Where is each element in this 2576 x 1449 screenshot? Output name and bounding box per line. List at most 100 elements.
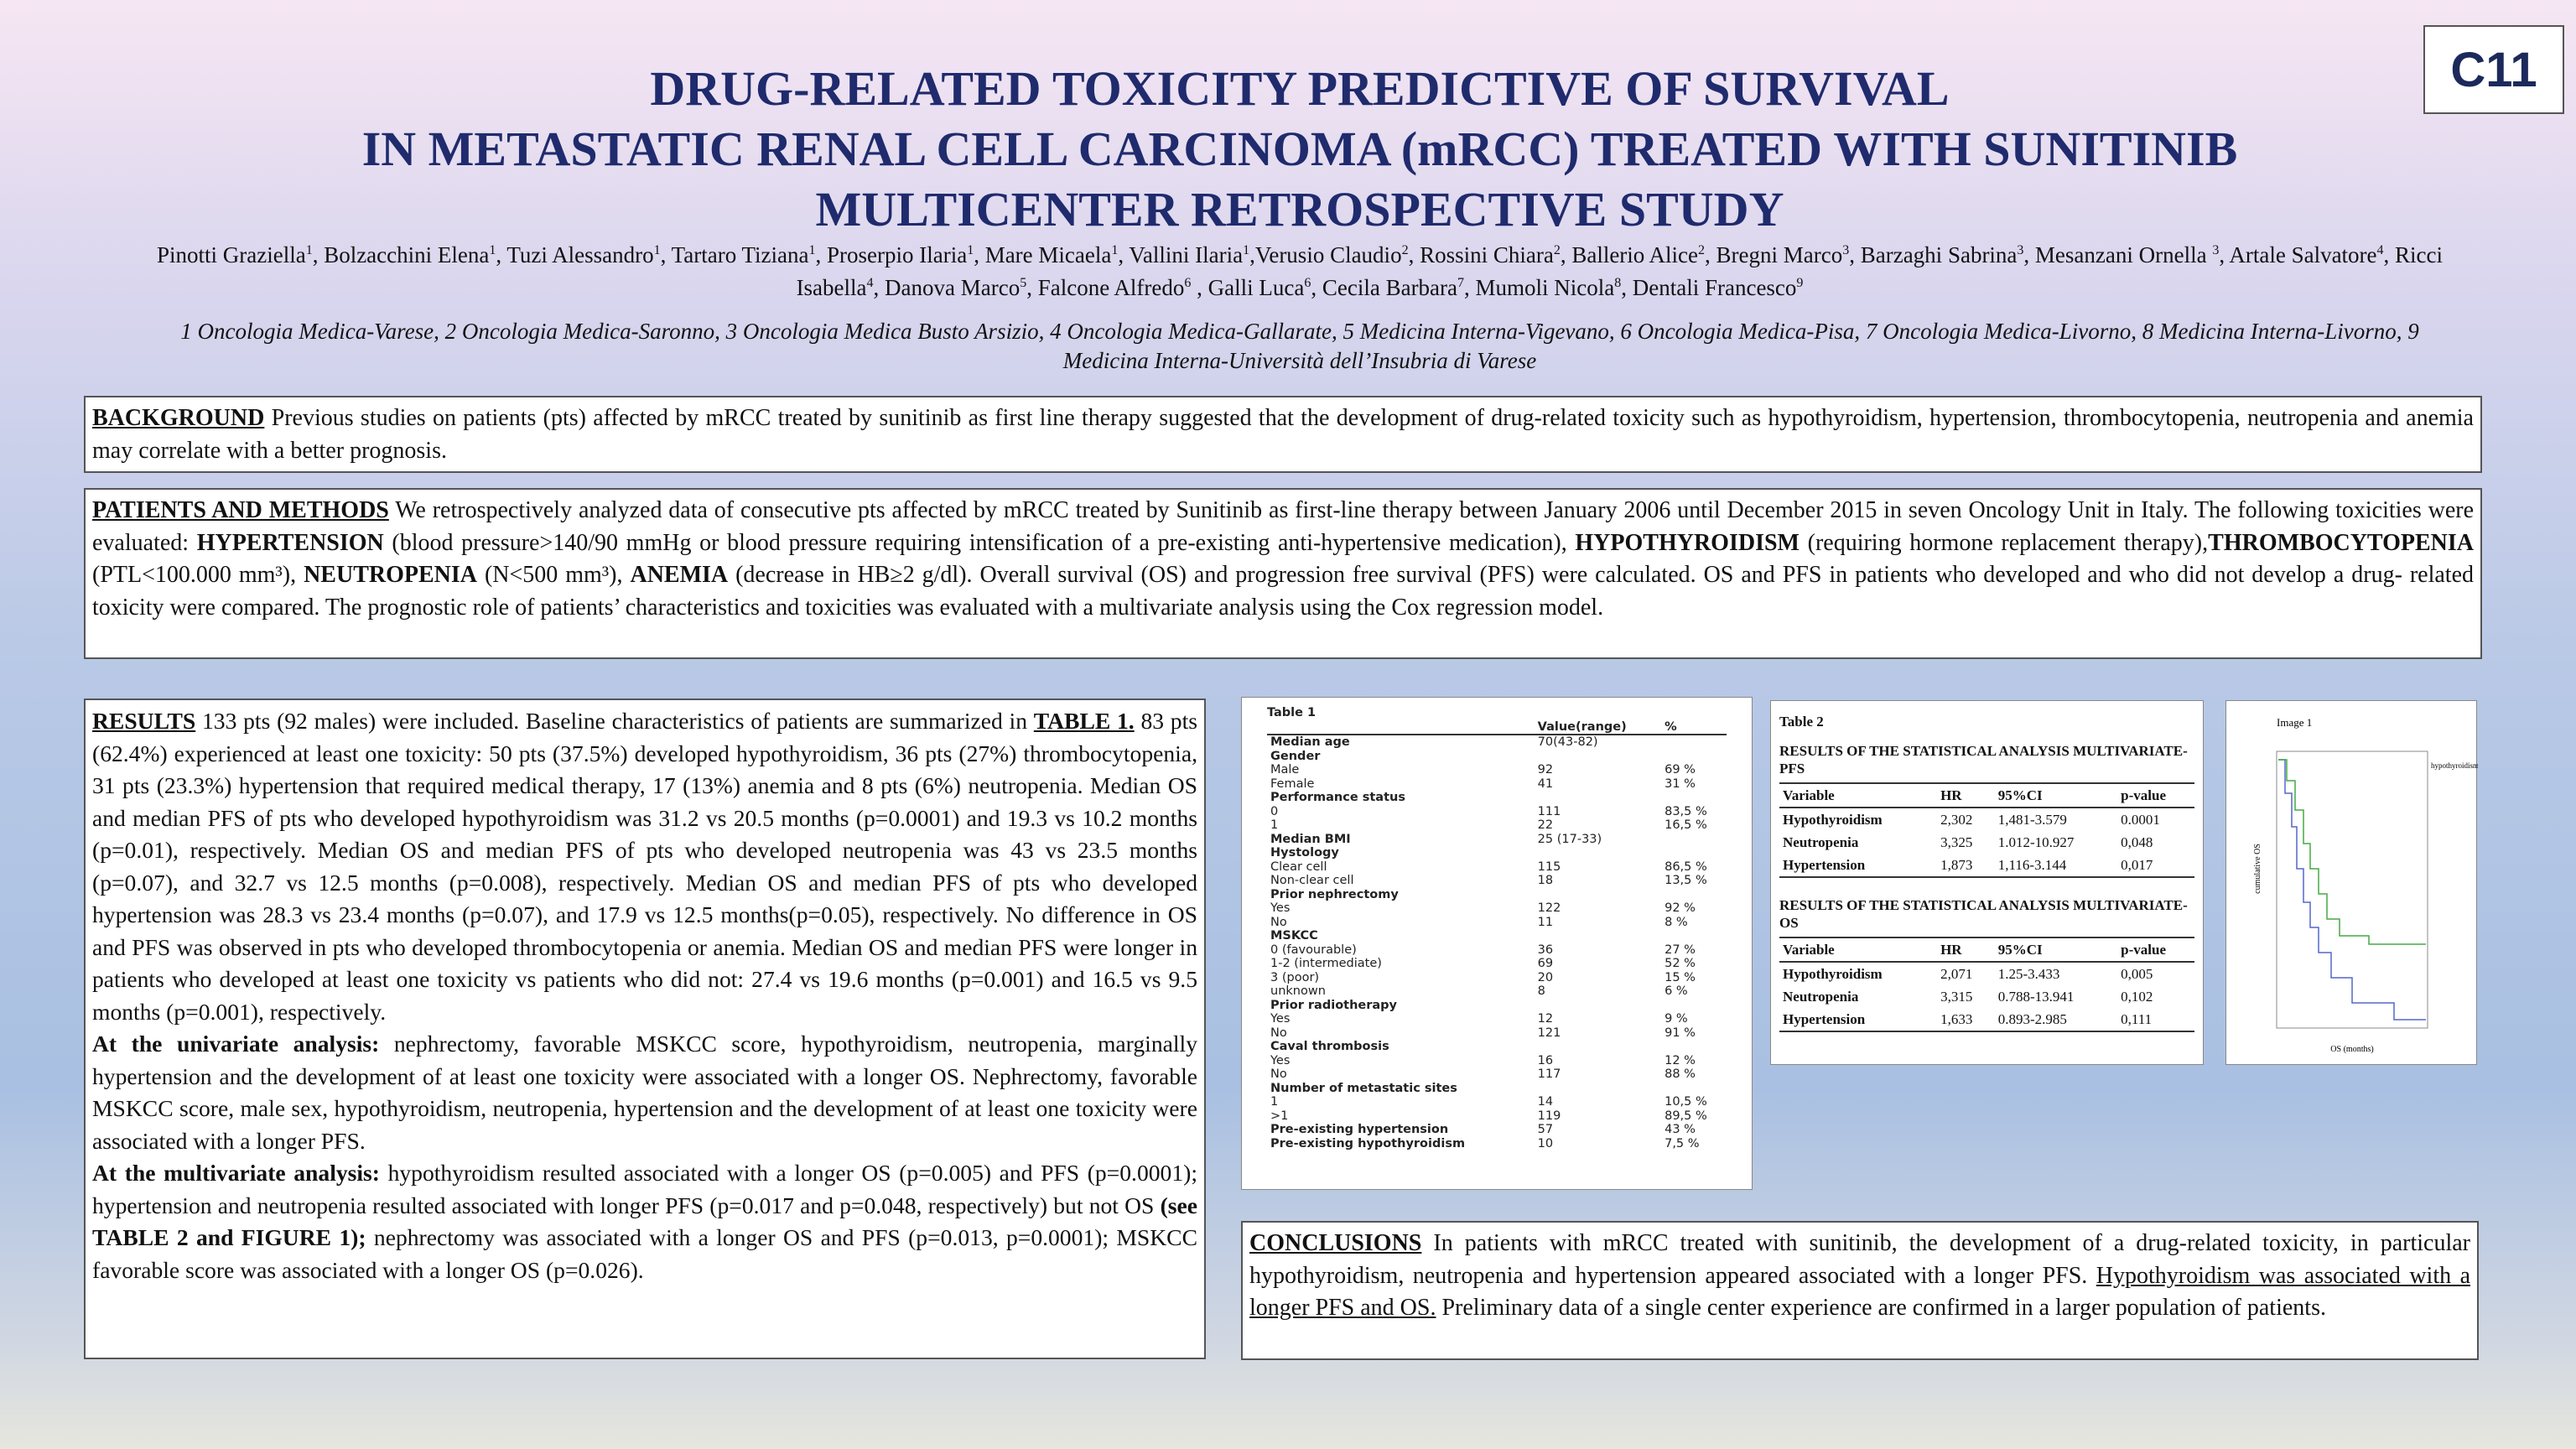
cell: Median age	[1270, 735, 1350, 749]
cell: 3,325	[1940, 834, 1973, 850]
cell: 1	[1270, 818, 1279, 832]
row: 1 22 16,5 %	[1267, 818, 1727, 833]
affiliation-index: 3	[1842, 243, 1850, 257]
heading-text: PATIENTS AND METHODS	[92, 497, 389, 523]
affiliation-index: 1	[305, 243, 313, 257]
cell	[1661, 846, 1727, 860]
results-box: RESULTS 133 pts (92 males) were included…	[84, 699, 1206, 1359]
heading-text: At the univariate analysis:	[92, 1031, 380, 1057]
figure-title: Image 1	[2277, 716, 2312, 729]
row: 0 111 83,5 %	[1267, 805, 1727, 819]
cell: Prior radiotherapy	[1270, 998, 1398, 1012]
cell: 1.012-10.927	[1997, 834, 2075, 850]
cell: 11	[1537, 915, 1554, 929]
body-text: (N<500 mm³),	[477, 562, 631, 588]
table-1: Table 1 Value(range)% Median age 70(43-82) G…	[1241, 697, 1753, 1190]
y-axis-label: cumulative OS	[2253, 844, 2262, 894]
cell	[1535, 750, 1661, 764]
body-text: 133 pts (92 males) were included. Baseli…	[195, 708, 1034, 734]
row: No 121 91 %	[1267, 1026, 1727, 1041]
row: Yes 122 92 %	[1267, 901, 1727, 916]
cell: 20	[1537, 970, 1554, 984]
row: Median age 70(43-82)	[1267, 735, 1727, 750]
row: 0 (favourable) 36 27 %	[1267, 943, 1727, 958]
table: Variable HR 95%CI p-value Hypothyroidism 2,07…	[1779, 937, 2194, 1032]
body-text: Previous studies on patients (pts) affec…	[92, 405, 2474, 464]
cell: Performance status	[1270, 791, 1405, 804]
affiliation-index: 7	[1457, 276, 1465, 290]
badge: C11	[2423, 25, 2564, 114]
legend: hypothyroidism	[2431, 761, 2478, 770]
cell: 92 %	[1665, 901, 1696, 915]
cell: 10	[1537, 1136, 1554, 1150]
cell: 0,048	[2121, 834, 2153, 850]
cell: 1,481-3.579	[1997, 812, 2067, 828]
row: Prior nephrectomy	[1267, 888, 1727, 902]
cell	[1661, 929, 1727, 943]
row: Male 92 69 %	[1267, 763, 1727, 777]
body-text: nephrectomy, favorable MSKCC score, hypo…	[92, 1031, 1197, 1154]
header-cell: p-value	[2117, 937, 2194, 963]
cell: 0,111	[2117, 1008, 2194, 1032]
cell: Female	[1270, 776, 1315, 791]
cell: 115	[1537, 860, 1561, 874]
heading-text: CONCLUSIONS	[1249, 1230, 1422, 1256]
cell: 22	[1537, 818, 1554, 832]
cell	[1535, 929, 1661, 943]
heading-text: At the multivariate analysis:	[92, 1160, 380, 1186]
cell: Prior nephrectomy	[1270, 887, 1399, 901]
table: Value(range)% Median age 70(43-82) Gender Ma…	[1267, 719, 1727, 1151]
row: 3 (poor) 20 15 %	[1267, 971, 1727, 985]
cell: unknown	[1270, 984, 1326, 998]
methods-box: PATIENTS AND METHODS We retrospectively …	[84, 488, 2482, 659]
cell: 1-2 (intermediate)	[1270, 957, 1382, 970]
cell: 2,302	[1940, 812, 1973, 828]
table-title: Table 1	[1267, 706, 1317, 719]
header-row: Value(range)%	[1267, 719, 1727, 735]
cell	[1661, 1082, 1727, 1096]
affiliation-index: 5	[1020, 276, 1027, 290]
row: Clear cell 115 86,5 %	[1267, 860, 1727, 875]
affiliation-index: 6	[1304, 276, 1311, 290]
cell: 57	[1537, 1123, 1554, 1136]
body-text: We retrospectively analyzed data of cons…	[92, 497, 2474, 556]
cell: Gender	[1270, 749, 1321, 763]
km-plot: Image 1 cumulative OS OS (months) hypoth…	[2253, 716, 2479, 1054]
figure: Image 1 cumulative OS OS (months) hypoth…	[2225, 700, 2479, 1065]
cell	[1535, 999, 1661, 1013]
cell: 1,873	[1937, 854, 1995, 878]
cell: Non-clear cell	[1270, 874, 1354, 887]
cell: 52 %	[1665, 957, 1696, 970]
cell: >1	[1270, 1109, 1289, 1123]
affiliation-index: 8	[1614, 276, 1622, 290]
cell: Hypertension	[1779, 854, 1938, 878]
conclusions-box: CONCLUSIONS In patients with mRCC treate…	[1241, 1221, 2479, 1360]
heading-text: RESULTS	[92, 708, 196, 734]
cell: 3,315	[1940, 989, 1973, 1005]
table: Variable HR 95%CI p-value Hypothyroidism 2,30…	[1779, 782, 2194, 878]
cell: 119	[1537, 1109, 1561, 1123]
cell: 10,5 %	[1665, 1095, 1707, 1109]
row: Caval thrombosis	[1267, 1040, 1727, 1054]
cell: Hystology	[1270, 846, 1339, 860]
cell: 15 %	[1665, 970, 1696, 984]
header-cell: Value(range)	[1534, 719, 1662, 735]
cell: 12	[1537, 1012, 1554, 1026]
affiliations: 1 Oncologia Medica-Varese, 2 Oncologia M…	[180, 319, 2419, 373]
row: Non-clear cell 18 13,5 %	[1267, 874, 1727, 888]
cell: Pre-existing hypertension	[1270, 1123, 1449, 1136]
affiliation-index: 4	[2376, 243, 2384, 257]
cell: 14	[1537, 1095, 1554, 1109]
cell: 117	[1537, 1067, 1561, 1081]
plot-frame	[2276, 750, 2428, 1029]
author: , Ballerio Alice	[1560, 242, 1699, 267]
heading-text: (see TABLE 2 and FIGURE 1);	[92, 1192, 1197, 1251]
cell: 0,005	[2121, 966, 2153, 982]
cell: 27 %	[1665, 943, 1696, 957]
heading-text: HYPERTENSION	[196, 529, 384, 556]
row: No 117 88 %	[1267, 1067, 1727, 1082]
row: Pre-existing hypothyroidism 10 7,5 %	[1267, 1137, 1727, 1151]
header-cell: Variable	[1779, 782, 1938, 808]
row: >1 119 89,5 %	[1267, 1109, 1727, 1124]
